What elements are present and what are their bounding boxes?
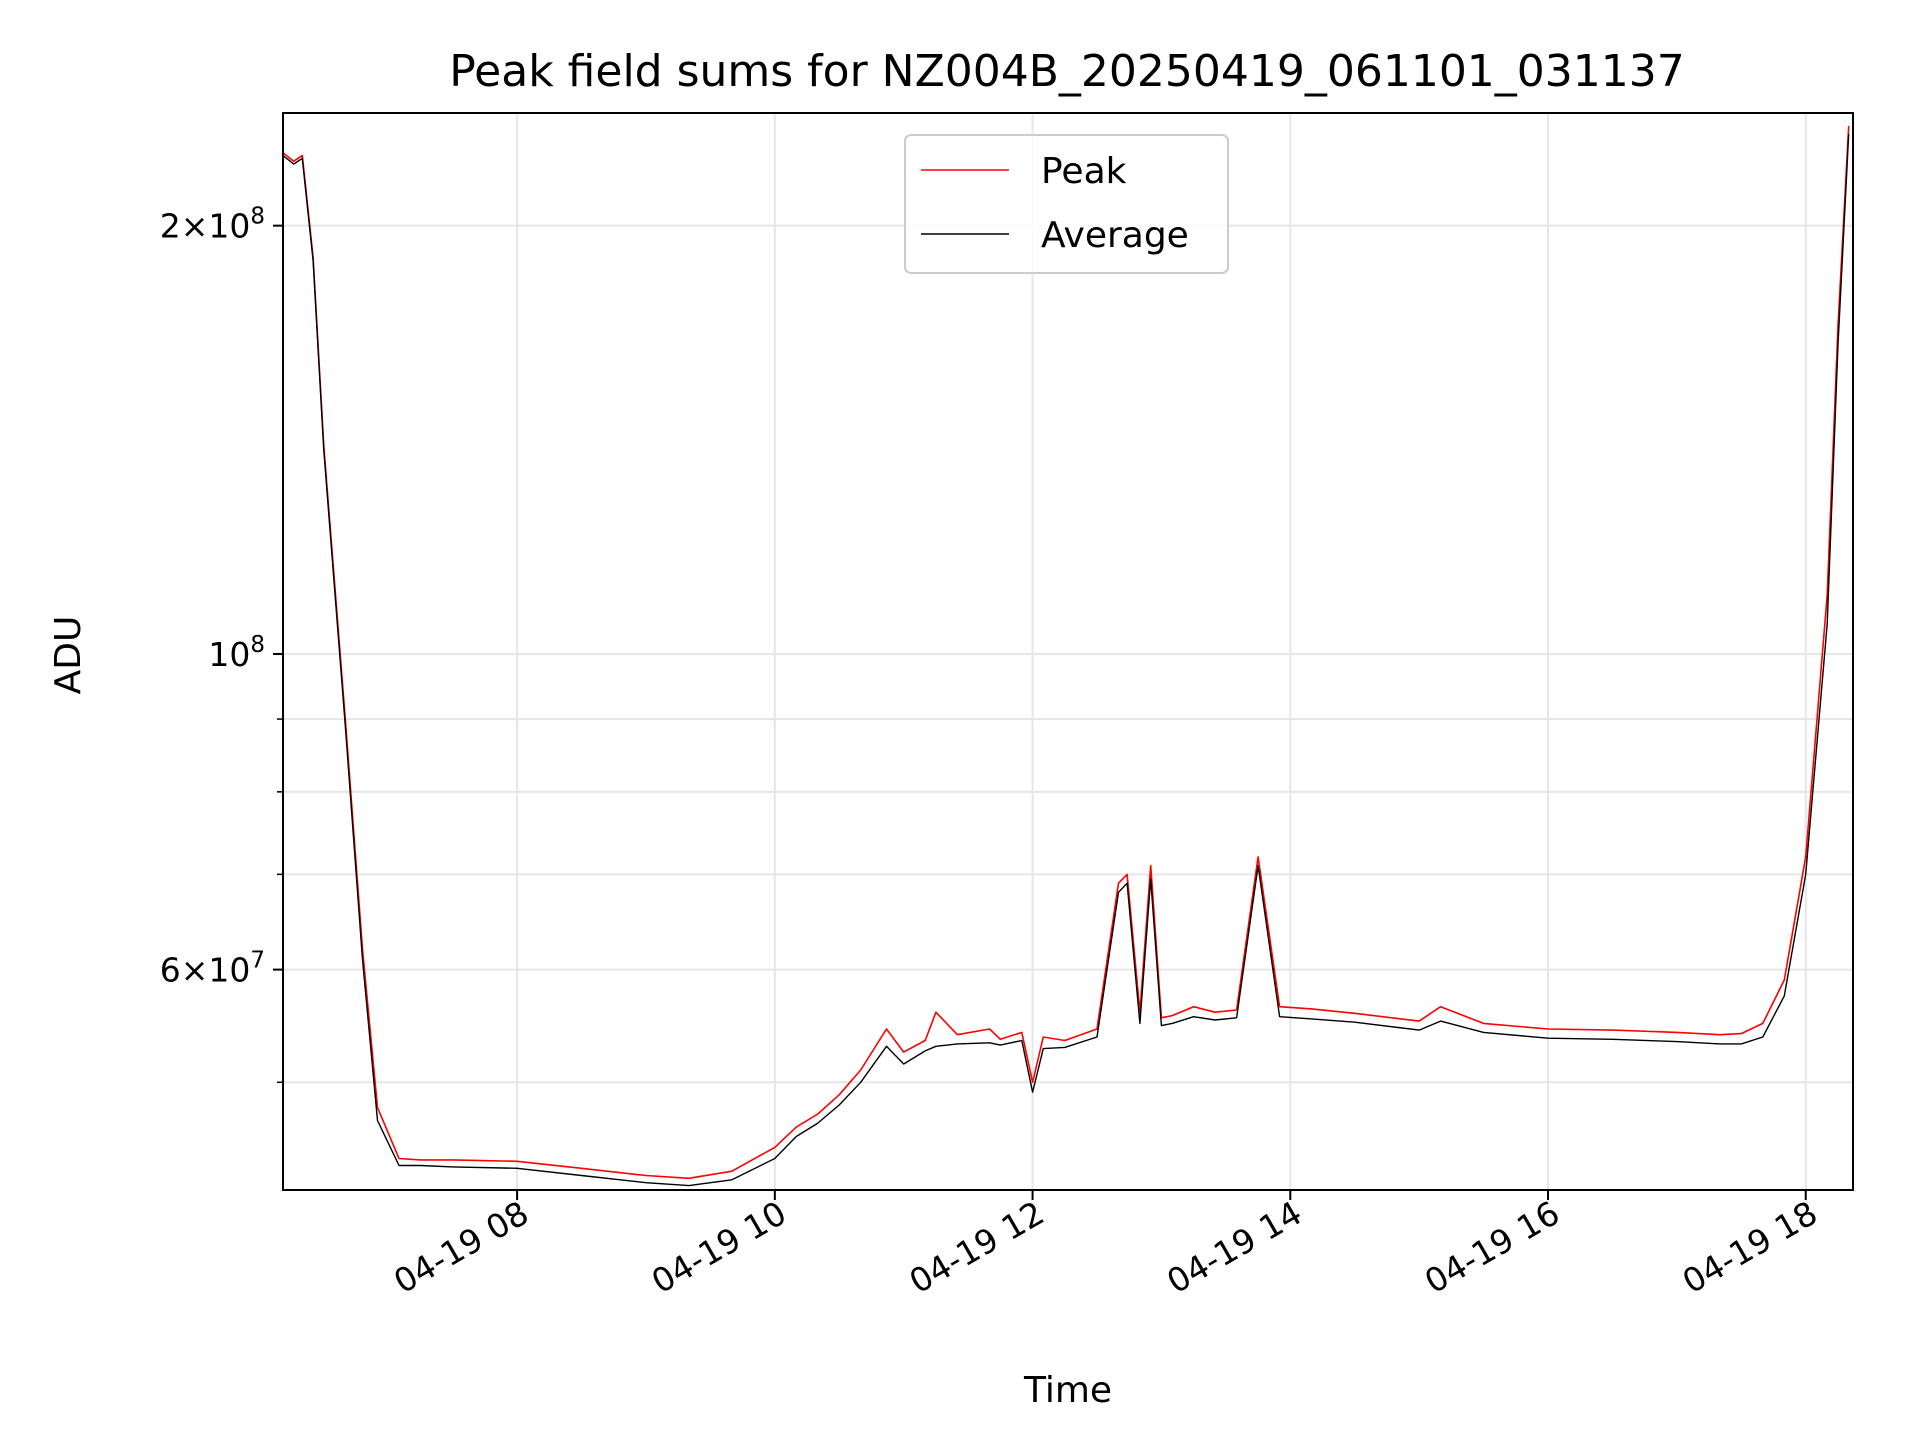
plot-frame xyxy=(282,112,1854,1191)
y-tick-label: 2×108 xyxy=(160,204,265,246)
legend-average-label: Average xyxy=(1041,215,1189,256)
plot-series xyxy=(283,125,1850,1187)
legend-peak-label: Peak xyxy=(1041,151,1127,192)
series-line-peak xyxy=(283,125,1850,1180)
y-tick-label: 108 xyxy=(208,632,265,674)
x-axis-label: Time xyxy=(1023,1370,1112,1411)
chart-title: Peak field sums for NZ004B_20250419_0611… xyxy=(449,46,1685,97)
series-line-average xyxy=(283,133,1850,1187)
grid-lines xyxy=(283,113,1853,1190)
y-tick-label: 6×107 xyxy=(160,948,265,990)
y-axis-label: ADU xyxy=(48,616,89,695)
legend: Peak Average xyxy=(904,134,1229,274)
